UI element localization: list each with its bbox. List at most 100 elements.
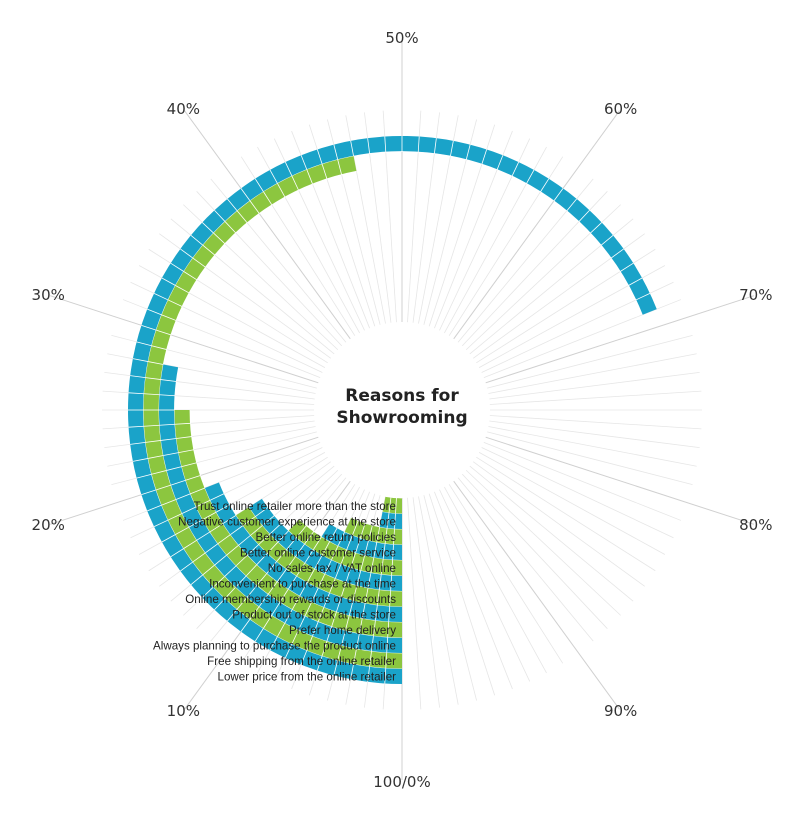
bar-segment-divider [286,556,296,570]
tick-label: 100/0% [373,773,430,791]
minor-tick-line [407,497,422,710]
bar-segment-divider [236,210,248,224]
bar-segment-divider [496,155,504,170]
bar-segment-divider [312,536,322,550]
bar-segment-divider [210,493,225,501]
bar-segment-divider [326,626,333,642]
tick-label: 60% [604,100,637,118]
minor-tick-line [444,486,547,674]
bar-segment-divider [380,558,384,575]
bar-segment-divider [300,155,308,170]
bar-segment-divider [389,590,392,607]
bar-segment-divider [306,568,316,583]
bar-segment-divider [266,561,278,574]
bar-segment-divider [279,588,289,603]
bar-segment-divider [246,585,258,598]
bar-segment-divider [394,513,396,529]
bar-segment-divider [334,563,342,579]
bar-segment-divider [312,621,319,637]
bar-segment-divider [386,512,390,529]
bar-segment-divider [148,455,164,459]
bar-segment-divider [553,188,564,202]
minor-tick-line [487,335,693,389]
bar-segment-divider [235,575,247,588]
bar-segment-divider [321,541,331,556]
bar-segment-divider [321,164,328,180]
bar-segment-divider [254,178,264,192]
bar-segment-divider [214,554,227,566]
bar-segment-divider [390,575,393,591]
bar-segment-divider [178,449,194,454]
minor-tick-line [461,473,608,629]
bar-segment-divider [190,574,204,585]
bar-segment-divider [174,422,191,425]
bar-segment-divider [314,554,323,569]
bar-segment-divider [185,475,201,481]
bar-segment-divider [277,183,286,198]
bar-segment-divider [367,666,370,682]
bar-segment-divider [141,324,157,331]
bar-segment-divider [298,615,306,631]
bar-segment-divider [465,144,471,160]
bar-segment-divider [364,540,369,556]
bar-segment-divider [352,520,359,536]
bar-segment-divider [393,528,395,545]
bar-segment-divider [277,530,289,543]
bar-segment-divider [258,593,269,607]
bar-segment-divider [296,525,307,538]
bar-segment-divider [304,549,314,564]
bar-segment-divider [277,622,286,637]
minor-tick-line [481,447,674,539]
bar-segment-divider [159,394,175,397]
major-tick-line [184,110,351,340]
bar-segment-divider [340,582,347,598]
bar-segment-divider [345,567,352,583]
minor-tick-line [476,456,656,572]
minor-tick-line [418,496,459,705]
bar-segment-divider [610,248,624,259]
bar-segment-divider [130,375,146,378]
bar-4 [174,410,402,638]
bar-segment-divider [181,462,197,467]
minor-tick-line [412,497,440,708]
bar-segment-divider [271,601,281,616]
bar-segment-divider [331,611,337,627]
bar-segment-divider [311,587,319,602]
tick-label: 70% [739,286,772,304]
bar-segment-divider [333,660,339,676]
category-label: Prefer home delivery [289,624,396,637]
bar-segment-divider [249,606,260,620]
bar-segment-divider [373,542,378,558]
bar-segment-divider [481,149,488,165]
bar-segment-divider [214,598,226,611]
bar-segment-divider [205,543,219,554]
bar-segment-divider [196,531,211,541]
bar-segment-divider [376,526,381,543]
bar-segment-divider [635,292,651,301]
bar-segment-divider [346,534,353,550]
bar-segment-divider [181,506,197,514]
bar-segment-divider [355,537,361,553]
minor-tick-line [434,491,513,690]
bar-segment-divider [367,138,370,154]
bar-segment-divider [222,514,237,524]
bar-segment-divider [147,308,162,316]
bar-segment-divider [356,633,360,649]
bar-segment-divider [350,552,357,568]
bar-segment-divider [214,209,226,222]
chart-title: Reasons for Showrooming [336,386,467,428]
bar-segment-divider [254,628,264,642]
bar-segment-divider [145,440,161,443]
bar-segment-divider [132,358,149,362]
bar-segment-divider [434,138,437,154]
bar-segment-divider [620,262,634,272]
bar-segment-divider [337,159,342,175]
bar-segment-divider [360,555,366,571]
bar-segment-divider [224,586,236,599]
bar-segment-divider [132,458,149,462]
bar-segment-divider [136,473,152,479]
bar-segment-divider [566,198,577,212]
bar-8 [288,519,402,576]
minor-tick-line [439,489,531,682]
bar-segment-divider [156,329,172,336]
